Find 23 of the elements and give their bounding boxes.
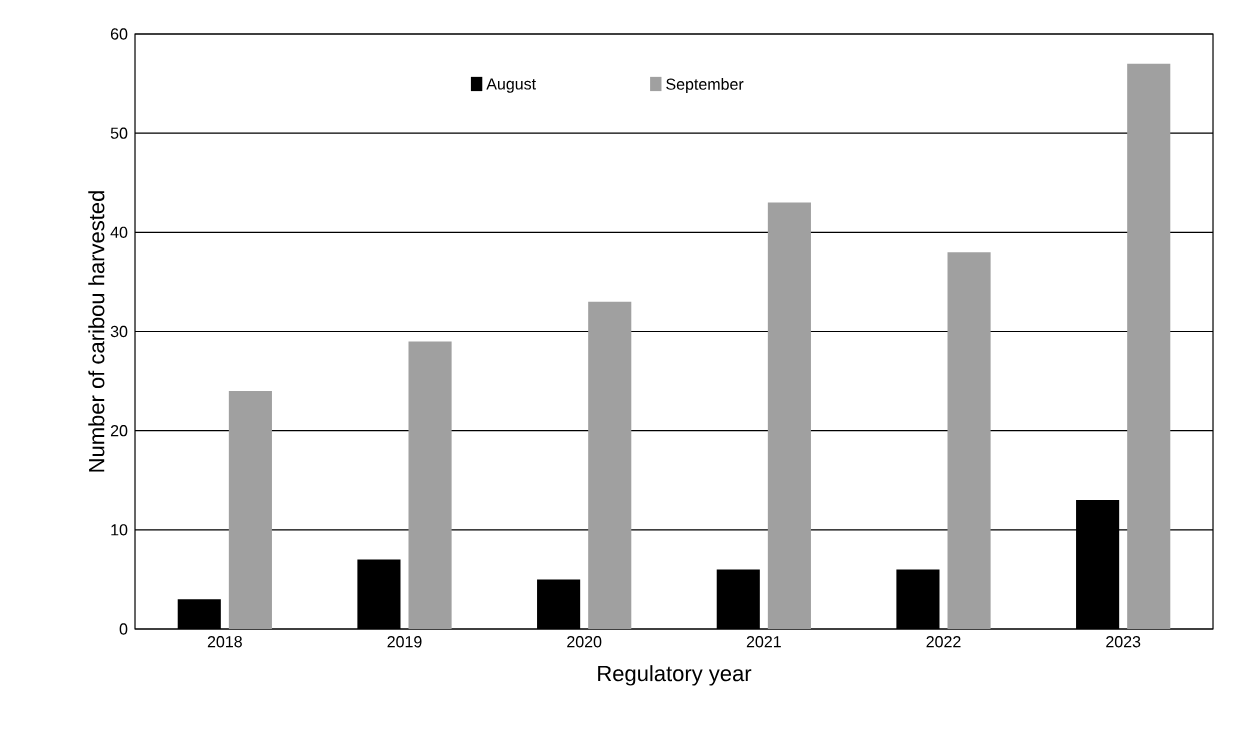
bar	[588, 301, 632, 629]
y-tick-label: 60	[110, 28, 128, 40]
bar	[1127, 63, 1171, 629]
bar	[228, 391, 272, 629]
y-tick-label: 40	[110, 226, 128, 239]
y-axis-title: Number of caribou harvested	[88, 191, 105, 472]
x-axis-title: Regulatory year	[598, 665, 752, 686]
x-tick-label: 2018	[207, 636, 242, 648]
x-tick-label: 2023	[1106, 636, 1141, 648]
x-tick-label: 2021	[746, 636, 781, 648]
bar	[408, 341, 452, 629]
x-tick-label: 2020	[567, 636, 602, 648]
y-tick-label: 10	[111, 524, 128, 536]
x-tick-label: 2019	[387, 636, 422, 648]
y-tick-label: 20	[110, 425, 128, 437]
legend-label: August	[486, 78, 536, 93]
x-tick-label: 2022	[926, 636, 961, 648]
y-tick-label: 30	[110, 325, 128, 338]
y-tick-label: 50	[110, 127, 128, 139]
bar	[767, 202, 811, 629]
legend-label: September	[666, 78, 744, 94]
y-tick-label: 0	[119, 623, 128, 635]
bar	[947, 252, 991, 629]
